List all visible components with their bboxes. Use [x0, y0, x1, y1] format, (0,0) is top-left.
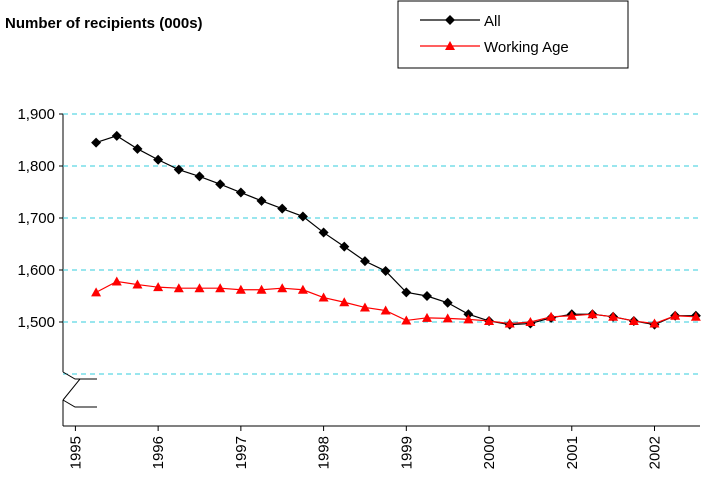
x-tick-label: 2002 — [647, 436, 664, 469]
y-tick-label: 1,700 — [17, 210, 55, 227]
legend-label: Working Age — [484, 39, 569, 56]
marker — [339, 297, 350, 307]
marker — [422, 291, 432, 301]
marker — [463, 314, 474, 324]
axis-break — [62, 371, 97, 380]
legend-marker — [445, 15, 455, 25]
marker — [401, 287, 412, 298]
legend — [397, 0, 629, 69]
marker — [194, 283, 205, 293]
marker — [297, 284, 308, 294]
legend-label: All — [484, 13, 501, 30]
marker — [422, 312, 432, 322]
marker — [339, 241, 350, 252]
marker — [235, 284, 246, 294]
x-tick-label: 1999 — [398, 436, 415, 469]
marker — [256, 284, 267, 294]
marker — [442, 297, 453, 308]
marker — [173, 283, 184, 293]
marker — [111, 130, 122, 141]
marker — [690, 311, 701, 321]
marker — [215, 283, 226, 293]
y-tick-label: 1,900 — [17, 106, 55, 123]
x-tick-label: 1997 — [233, 436, 250, 469]
y-tick-label: 1,800 — [17, 158, 55, 175]
marker — [442, 313, 453, 323]
marker — [318, 292, 329, 302]
x-tick-label: 2001 — [564, 436, 581, 469]
marker — [380, 305, 391, 315]
axis-break — [62, 399, 97, 408]
marker — [359, 302, 370, 312]
marker — [256, 195, 267, 206]
marker — [215, 179, 226, 190]
y-tick-label: 1,600 — [17, 262, 55, 279]
marker — [566, 310, 577, 320]
series-line — [95, 135, 696, 326]
y-tick-label: 1,500 — [17, 314, 55, 331]
marker — [173, 164, 184, 175]
marker — [670, 310, 681, 320]
marker — [277, 283, 288, 293]
marker — [277, 203, 288, 214]
marker — [91, 137, 102, 148]
x-tick-label: 1996 — [150, 436, 167, 469]
marker — [484, 315, 495, 325]
marker — [546, 311, 557, 321]
marker — [628, 315, 639, 325]
axis-break — [62, 378, 81, 401]
series-line — [95, 280, 696, 325]
marker — [153, 154, 164, 165]
marker — [235, 187, 246, 198]
marker — [401, 315, 412, 325]
x-tick-label: 1995 — [67, 436, 84, 469]
x-tick-label: 1998 — [316, 436, 333, 469]
marker — [608, 311, 619, 321]
marker — [132, 143, 143, 154]
marker — [111, 276, 122, 286]
marker — [194, 171, 205, 182]
marker — [525, 317, 536, 326]
marker — [380, 266, 391, 277]
marker — [91, 287, 102, 297]
chart-title: Number of recipients (000s) — [5, 15, 203, 32]
legend-marker — [445, 41, 455, 50]
marker — [649, 318, 660, 328]
marker — [587, 309, 598, 319]
marker — [132, 279, 143, 289]
marker — [463, 309, 474, 320]
marker — [504, 318, 515, 328]
marker — [153, 282, 164, 292]
marker — [297, 211, 308, 222]
marker — [318, 227, 329, 238]
marker — [359, 256, 370, 267]
x-tick-label: 2000 — [481, 436, 498, 469]
